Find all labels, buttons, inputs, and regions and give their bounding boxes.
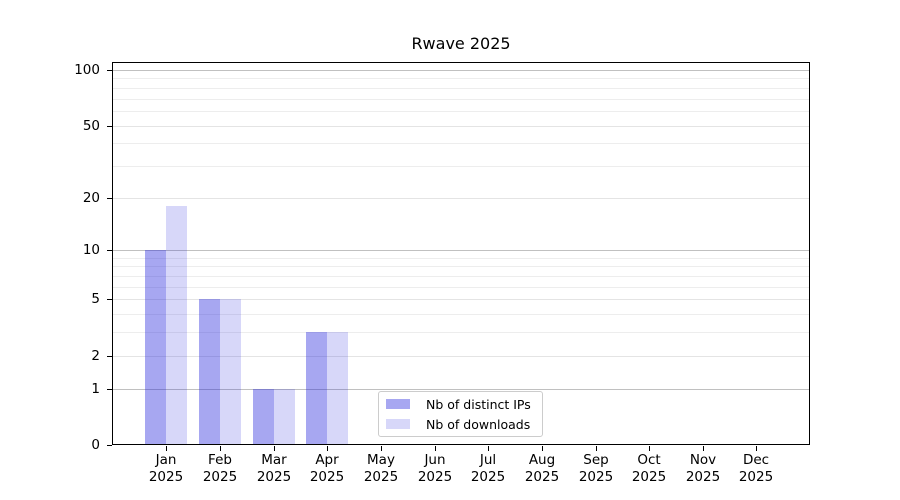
x-tick <box>649 446 650 451</box>
y-tick-label: 2 <box>91 348 100 364</box>
gridline-decade <box>113 250 809 251</box>
gridline-minor <box>113 111 809 112</box>
legend-swatch-distinct-ips <box>386 399 410 409</box>
x-tick <box>703 446 704 451</box>
legend-item-downloads: Nb of downloads <box>386 416 542 433</box>
bar-downloads-mar <box>274 388 295 445</box>
bar-downloads-apr <box>327 332 348 445</box>
gridline-minor <box>113 332 809 333</box>
gridline-minor <box>113 88 809 89</box>
gridline-minor <box>113 258 809 259</box>
y-tick-label: 1 <box>91 381 100 397</box>
gridline-minor <box>113 143 809 144</box>
legend: Nb of distinct IPs Nb of downloads <box>378 391 543 437</box>
x-tick <box>488 446 489 451</box>
x-tick-label-feb: Feb 2025 <box>202 452 238 485</box>
x-tick-label-aug: Aug 2025 <box>524 452 560 485</box>
x-tick-label-sep: Sep 2025 <box>578 452 614 485</box>
y-tick-label: 0 <box>91 437 100 453</box>
y-tick <box>107 126 112 127</box>
x-tick <box>542 446 543 451</box>
gridline-minor <box>113 276 809 277</box>
y-tick <box>107 356 112 357</box>
gridline-major <box>113 126 809 127</box>
legend-swatch-downloads <box>386 419 410 429</box>
x-tick-label-apr: Apr 2025 <box>309 452 345 485</box>
y-tick <box>107 445 112 446</box>
x-tick <box>756 446 757 451</box>
legend-item-distinct-ips: Nb of distinct IPs <box>386 396 542 413</box>
x-tick <box>327 446 328 451</box>
x-tick-label-jan: Jan 2025 <box>148 452 184 485</box>
y-tick <box>107 70 112 71</box>
gridline-minor <box>113 266 809 267</box>
y-tick <box>107 198 112 199</box>
x-tick-label-jun: Jun 2025 <box>417 452 453 485</box>
legend-label-distinct-ips: Nb of distinct IPs <box>426 396 531 412</box>
y-tick <box>107 299 112 300</box>
gridline-major <box>113 299 809 300</box>
bar-distinct-ips-feb <box>199 299 220 445</box>
legend-label-downloads: Nb of downloads <box>426 416 531 432</box>
gridline-major <box>113 356 809 357</box>
y-tick-label: 50 <box>82 118 100 134</box>
gridline-minor <box>113 287 809 288</box>
gridline-decade <box>113 389 809 390</box>
gridline-minor <box>113 314 809 315</box>
y-tick-label: 5 <box>91 291 100 307</box>
x-tick-label-nov: Nov 2025 <box>685 452 721 485</box>
gridline-decade <box>113 70 809 71</box>
x-tick <box>435 446 436 451</box>
x-tick <box>166 446 167 451</box>
chart-title: Rwave 2025 <box>411 34 511 53</box>
y-tick <box>107 389 112 390</box>
y-tick-label: 100 <box>74 62 100 78</box>
gridline-minor <box>113 166 809 167</box>
y-tick <box>107 250 112 251</box>
x-tick-label-jul: Jul 2025 <box>470 452 506 485</box>
x-tick-label-dec: Dec 2025 <box>738 452 774 485</box>
bar-downloads-feb <box>220 299 241 445</box>
bar-downloads-jan <box>166 205 187 445</box>
x-tick-label-oct: Oct 2025 <box>631 452 667 485</box>
x-tick <box>596 446 597 451</box>
x-tick <box>381 446 382 451</box>
x-tick <box>274 446 275 451</box>
gridline-minor <box>113 99 809 100</box>
x-tick <box>220 446 221 451</box>
y-tick-label: 10 <box>82 242 100 258</box>
bar-distinct-ips-jan <box>145 250 166 445</box>
bar-distinct-ips-mar <box>253 388 274 445</box>
gridline-minor <box>113 78 809 79</box>
x-tick-label-may: May 2025 <box>363 452 399 485</box>
y-tick-label: 20 <box>82 190 100 206</box>
gridline-major <box>113 198 809 199</box>
x-tick-label-mar: Mar 2025 <box>256 452 292 485</box>
bar-distinct-ips-apr <box>306 332 327 445</box>
